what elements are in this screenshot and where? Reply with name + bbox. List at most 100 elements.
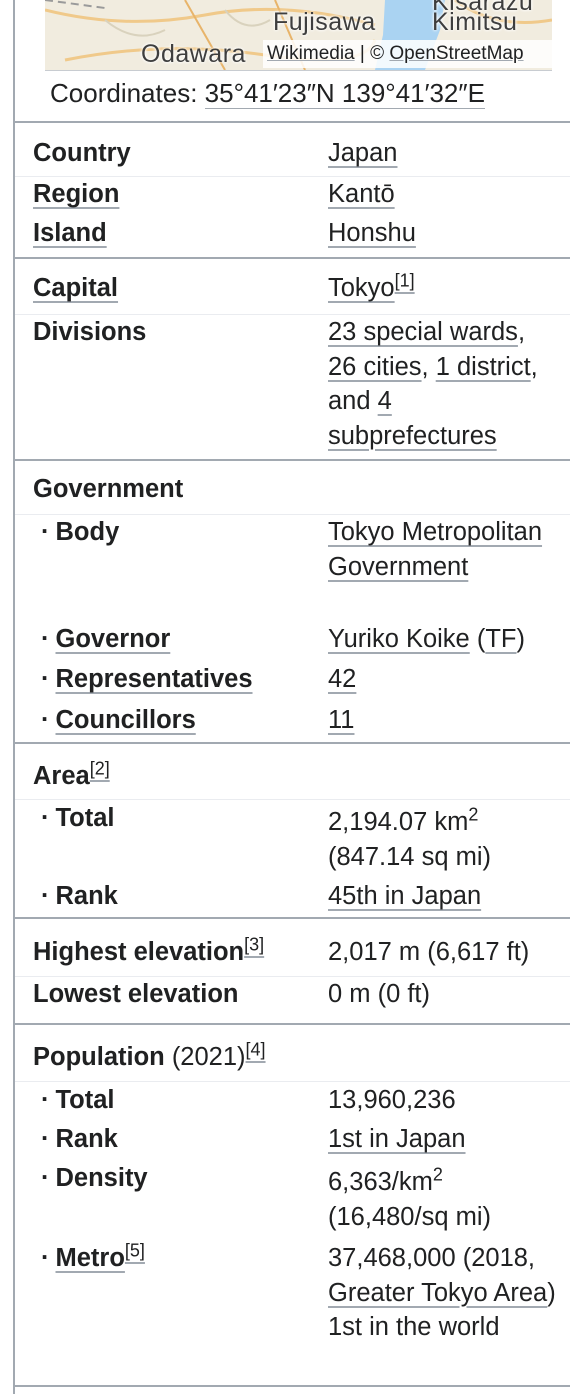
representatives-label[interactable]: Representatives — [55, 665, 253, 693]
country-label: Country — [33, 139, 131, 167]
region-label[interactable]: Region — [33, 180, 120, 208]
divider — [15, 459, 570, 461]
paren-close: ) — [516, 625, 525, 653]
four-link[interactable]: 4 — [377, 387, 392, 415]
bullet: · — [41, 665, 50, 693]
country-value[interactable]: Japan — [328, 139, 398, 167]
area-exponent: 2 — [468, 804, 479, 825]
population-total-label: Total — [55, 1086, 115, 1114]
divider — [15, 742, 570, 744]
coordinates-link[interactable]: 35°41′23″N 139°41′32″E — [204, 78, 485, 109]
comma: , — [421, 352, 436, 381]
map-label-kisarazu: Kisarazu — [432, 0, 534, 16]
government-label: Government — [33, 475, 184, 503]
divider — [15, 1385, 570, 1387]
highest-elevation-label: Highest elevation — [33, 938, 245, 966]
bullet: · — [41, 1125, 50, 1153]
coordinates: Coordinates: 35°41′23″N 139°41′32″E — [50, 78, 485, 109]
map-label-fujisawa: Fujisawa — [273, 8, 376, 36]
divider — [15, 1023, 570, 1025]
metro-number: 37,468,000 (2018, — [328, 1244, 536, 1272]
lowest-elevation-label: Lowest elevation — [33, 980, 239, 1008]
metro-label[interactable]: Metro — [55, 1244, 125, 1272]
region-value[interactable]: Kantō — [328, 180, 395, 208]
divider — [15, 917, 570, 919]
divider — [15, 976, 570, 977]
area-total-label: Total — [55, 804, 115, 832]
bullet: · — [41, 1164, 50, 1192]
divider — [15, 314, 570, 315]
map-attribution: Wikimedia | © OpenStreetMap — [263, 40, 552, 68]
openstreetmap-link[interactable]: OpenStreetMap — [389, 43, 524, 64]
capital-value[interactable]: Tokyo — [328, 274, 395, 302]
divisions-label: Divisions — [33, 318, 147, 346]
and-text: and — [328, 387, 378, 415]
lowest-elevation-value: 0 m (0 ft) — [328, 980, 431, 1008]
highest-ref[interactable]: [3] — [244, 934, 265, 955]
cities-link[interactable]: 26 cities — [328, 352, 422, 381]
area-label: Area — [33, 762, 90, 790]
governor-value[interactable]: Yuriko Koike — [328, 625, 470, 653]
body-value[interactable]: Tokyo Metropolitan Government — [328, 518, 543, 581]
area-total-value: 2,194.07 km2 (847.14 sq mi) — [328, 801, 568, 874]
bullet: · — [41, 706, 50, 734]
capital-ref[interactable]: [1] — [394, 270, 415, 291]
population-total-value: 13,960,236 — [328, 1086, 456, 1114]
comma: , — [517, 318, 526, 346]
bullet: · — [41, 1244, 50, 1272]
density-exponent: 2 — [432, 1164, 443, 1185]
bullet: · — [41, 1086, 50, 1114]
density-label: Density — [55, 1164, 148, 1192]
representatives-value[interactable]: 42 — [328, 665, 357, 693]
area-rank-label: Rank — [55, 882, 118, 910]
highest-elevation-value: 2,017 m (6,617 ft) — [328, 938, 530, 966]
density-value: 6,363/km2 (16,480/sq mi) — [328, 1161, 568, 1234]
divisions-value: 23 special wards, 26 cities, 1 district,… — [328, 315, 568, 453]
location-map[interactable]: Fujisawa Kisarazu Kimitsu Odawara Wikime… — [45, 0, 552, 71]
attribution-separator: | © — [354, 43, 390, 64]
divider — [15, 799, 570, 800]
map-label-odawara: Odawara — [141, 40, 246, 68]
area-km: 2,194.07 km — [328, 808, 469, 836]
population-label: Population — [33, 1043, 165, 1071]
bullet: · — [41, 625, 50, 653]
infobox — [13, 0, 570, 1394]
special-wards-link[interactable]: 23 special wards — [328, 318, 518, 346]
density-km: 6,363/km — [328, 1168, 433, 1196]
population-ref[interactable]: [4] — [245, 1039, 266, 1060]
population-rank-value[interactable]: 1st in Japan — [328, 1125, 466, 1153]
coordinates-label: Coordinates: — [50, 78, 205, 108]
wikimedia-link[interactable]: Wikimedia — [267, 43, 355, 64]
subprefectures-link[interactable]: subprefectures — [328, 421, 497, 450]
metro-value: 37,468,000 (2018, Greater Tokyo Area) 1s… — [328, 1241, 568, 1345]
divider — [15, 1081, 570, 1082]
capital-label[interactable]: Capital — [33, 274, 119, 302]
population-rank-label: Rank — [55, 1125, 118, 1153]
bullet: · — [41, 804, 50, 832]
map-label-kimitsu: Kimitsu — [432, 8, 518, 36]
divider — [15, 176, 570, 177]
councillors-value[interactable]: 11 — [328, 706, 355, 734]
area-ref[interactable]: [2] — [89, 758, 110, 779]
divider — [15, 514, 570, 515]
governor-label[interactable]: Governor — [55, 625, 171, 653]
bullet: · — [41, 882, 50, 910]
bullet: · — [41, 518, 50, 546]
body-label: Body — [55, 518, 120, 546]
comma: , — [530, 352, 538, 381]
area-rank-value[interactable]: 45th in Japan — [328, 882, 482, 910]
district-link[interactable]: 1 district — [435, 352, 531, 381]
area-sqmi: (847.14 sq mi) — [328, 842, 491, 871]
density-sqmi: (16,480/sq mi) — [328, 1202, 491, 1231]
councillors-label[interactable]: Councillors — [55, 706, 196, 734]
divider — [15, 257, 570, 259]
greater-tokyo-link[interactable]: Greater Tokyo Area — [328, 1278, 548, 1307]
divider — [15, 121, 570, 123]
island-label[interactable]: Island — [33, 219, 107, 247]
population-year: (2021) — [164, 1043, 246, 1071]
governor-party[interactable]: TF — [485, 625, 517, 653]
metro-rank: ) 1st in the world — [328, 1278, 556, 1342]
island-value[interactable]: Honshu — [328, 219, 416, 247]
paren-open: ( — [469, 625, 486, 653]
metro-ref[interactable]: [5] — [124, 1240, 145, 1261]
